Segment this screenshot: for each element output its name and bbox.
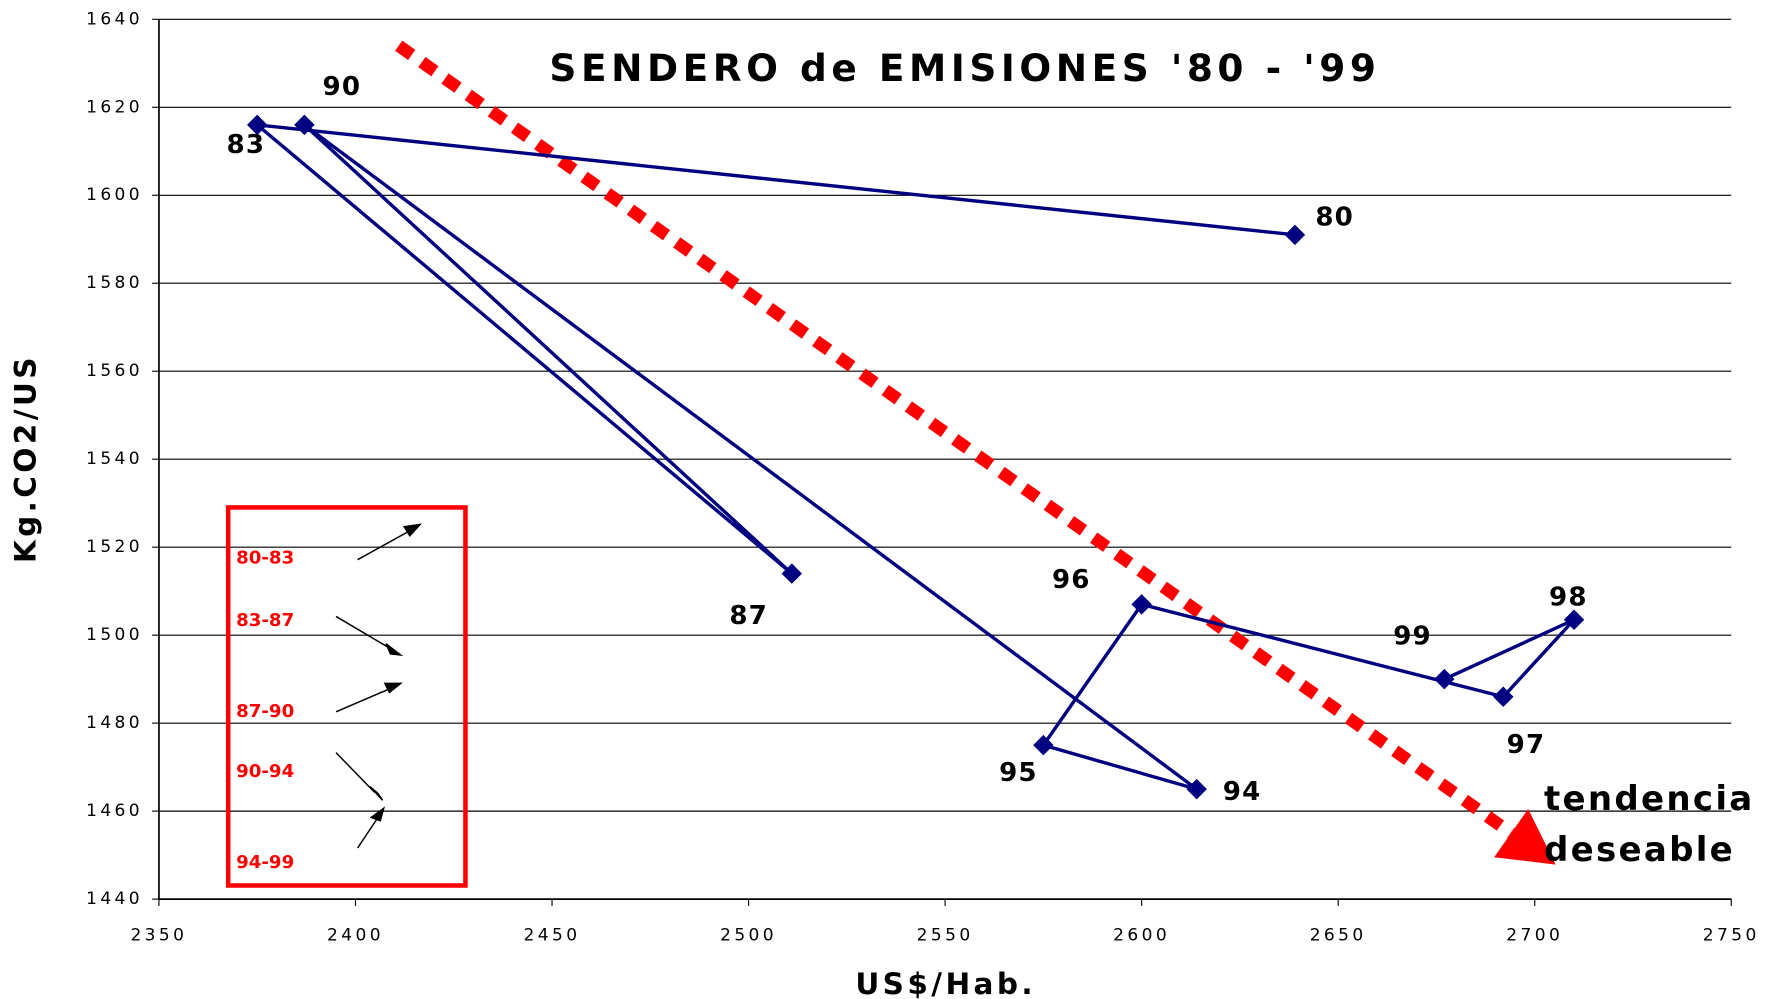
x-tick-label: 2700 <box>1506 925 1563 945</box>
y-axis-label: Kg.CO2/US <box>9 354 43 563</box>
y-tick-label: 1440 <box>86 889 143 909</box>
point-label: 94 <box>1223 777 1262 807</box>
point-label: 96 <box>1052 565 1091 595</box>
trend-arrowhead <box>1494 809 1556 865</box>
point-label: 87 <box>729 601 768 631</box>
trend-line <box>395 40 1515 839</box>
data-point <box>1434 668 1455 690</box>
data-point <box>1033 734 1054 756</box>
x-tick-label: 2600 <box>1113 925 1170 945</box>
data-point <box>1131 594 1152 615</box>
x-tick-label: 2750 <box>1703 925 1760 945</box>
point-label: 95 <box>999 758 1038 788</box>
x-tick-label: 2400 <box>327 925 384 945</box>
point-label: 98 <box>1549 583 1588 613</box>
point-label: 80 <box>1315 202 1354 232</box>
point-label: 99 <box>1393 622 1432 652</box>
y-tick-label: 1580 <box>86 273 143 293</box>
y-tick-label: 1640 <box>86 9 143 29</box>
legend-arrows <box>335 523 422 849</box>
x-tick-label: 2500 <box>720 925 777 945</box>
x-axis-label: US$/Hab. <box>855 967 1036 999</box>
legend-label: 87-90 <box>236 701 294 722</box>
y-tick-label: 1540 <box>86 449 143 469</box>
data-point <box>1493 686 1514 707</box>
point-label: 97 <box>1507 730 1546 760</box>
y-tick-label: 1480 <box>86 713 143 733</box>
y-tick-label: 1520 <box>86 537 143 557</box>
series-line <box>251 122 1576 791</box>
legend-label: 83-87 <box>236 610 294 631</box>
legend-box <box>225 505 468 888</box>
legend-label: 94-99 <box>236 852 294 873</box>
x-tick-label: 2650 <box>1310 925 1367 945</box>
chart-title: SENDERO de EMISIONES '80 - '99 <box>549 46 1380 90</box>
data-point <box>1563 609 1585 630</box>
y-tick-label: 1600 <box>86 185 143 205</box>
legend-label: 90-94 <box>236 761 294 782</box>
trend-label: tendencia <box>1544 779 1755 819</box>
data-point <box>1186 778 1207 800</box>
point-label: 83 <box>227 130 266 160</box>
x-tick-label: 2450 <box>524 925 581 945</box>
trend-label: deseable <box>1544 830 1735 870</box>
y-tick-label: 1460 <box>86 801 143 821</box>
data-point <box>1284 224 1306 246</box>
x-tick-label: 2550 <box>917 925 974 945</box>
y-tick-label: 1560 <box>86 361 143 381</box>
legend-label: 80-83 <box>236 548 294 569</box>
y-tick-label: 1500 <box>86 625 143 645</box>
x-tick-label: 2350 <box>130 925 187 945</box>
point-label: 90 <box>323 72 362 102</box>
y-tick-label: 1620 <box>86 97 143 117</box>
